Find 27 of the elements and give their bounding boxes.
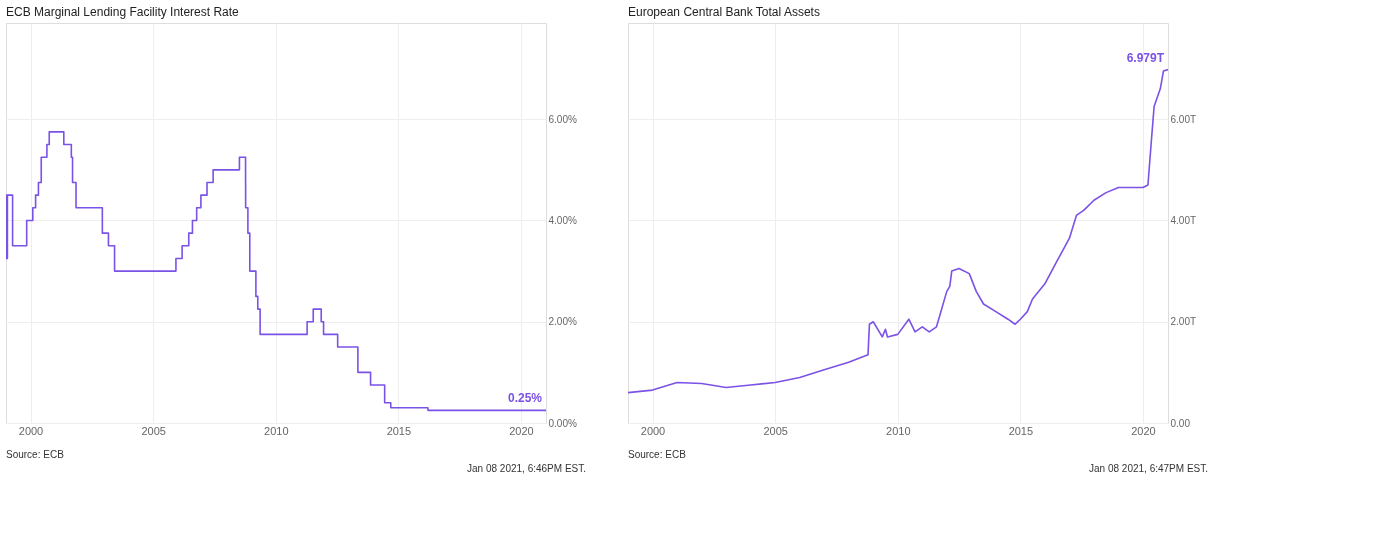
y-tick-label: 2.00T — [1170, 316, 1197, 328]
y-tick-label: 2.00% — [548, 316, 577, 328]
y-tick-label: 0.00 — [1170, 417, 1191, 429]
x-tick-label: 2010 — [264, 424, 289, 437]
x-tick-label: 2015 — [1008, 424, 1034, 437]
y-tick-label: 4.00T — [1170, 214, 1197, 226]
source-note: Source: ECB — [6, 449, 65, 460]
x-tick-label: 2020 — [1131, 424, 1156, 437]
y-tick-label: 4.00% — [548, 214, 577, 226]
chart-title: European Central Bank Total Assets — [628, 5, 820, 19]
x-tick-label: 2000 — [18, 424, 44, 437]
text: Jan 08 2021, 6:47PM EST. — [1089, 463, 1208, 474]
y-tick-label: 6.00T — [1170, 113, 1197, 125]
x-tick-label: 2020 — [509, 424, 534, 437]
x-tick-label: 2005 — [141, 424, 166, 437]
chart-title: ECB Marginal Lending Facility Interest Rate — [6, 5, 240, 19]
annotation: 6.979T — [1126, 50, 1165, 65]
line-series — [628, 68, 1168, 394]
x-tick-label: 2015 — [386, 424, 412, 437]
source-note: Source: ECB — [628, 449, 687, 460]
y-tick-label: 6.00% — [548, 113, 577, 125]
x-tick-label: 2010 — [886, 424, 911, 437]
x-tick-label: 2000 — [640, 424, 666, 437]
text: Jan 08 2021, 6:46PM EST. — [467, 463, 586, 474]
annotation: 0.25% — [507, 391, 543, 406]
x-tick-label: 2005 — [763, 424, 788, 437]
y-tick-label: 0.00% — [548, 417, 577, 429]
